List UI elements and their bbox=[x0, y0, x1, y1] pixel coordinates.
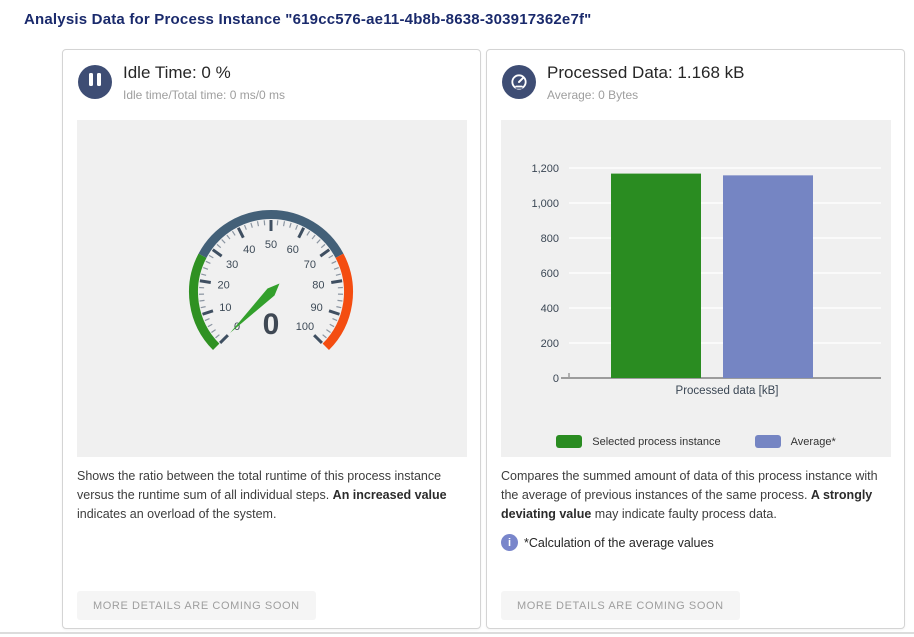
idle-gauge-chart: 01020304050607080901000 bbox=[77, 120, 467, 457]
legend-label: Selected process instance bbox=[592, 435, 721, 448]
svg-text:600: 600 bbox=[541, 268, 559, 280]
idle-card-subtitle: Idle time/Total time: 0 ms/0 ms bbox=[123, 88, 286, 102]
svg-text:Processed data [kB]: Processed data [kB] bbox=[676, 385, 779, 397]
legend-swatch bbox=[556, 435, 583, 448]
svg-text:30: 30 bbox=[226, 259, 238, 271]
legend-label: Average* bbox=[790, 435, 836, 448]
speedometer-icon bbox=[502, 65, 536, 99]
svg-text:800: 800 bbox=[541, 233, 559, 245]
more-details-button[interactable]: MORE DETAILS ARE COMING SOON bbox=[501, 591, 740, 620]
svg-text:90: 90 bbox=[311, 302, 323, 314]
processed-desc-emphasis: A strongly deviating value bbox=[501, 488, 873, 521]
pause-icon bbox=[78, 65, 112, 99]
svg-text:100: 100 bbox=[296, 321, 314, 333]
svg-text:60: 60 bbox=[287, 244, 299, 256]
svg-text:1,000: 1,000 bbox=[531, 198, 559, 210]
svg-text:40: 40 bbox=[243, 244, 255, 256]
processed-bar-chart: 0 200 400 600 800 1,000 1,200 Processed data [k… bbox=[501, 120, 891, 457]
svg-text:70: 70 bbox=[304, 259, 316, 271]
legend-item[interactable]: Selected process instance bbox=[556, 435, 721, 448]
bottom-divider bbox=[0, 632, 914, 634]
bar-chart-legend: Selected process instance Average* bbox=[501, 435, 891, 448]
svg-text:50: 50 bbox=[265, 239, 277, 251]
processed-data-card: Processed Data: 1.168 kB Average: 0 Byte… bbox=[486, 49, 905, 629]
processed-card-subtitle: Average: 0 Bytes bbox=[547, 88, 639, 102]
legend-item[interactable]: Average* bbox=[754, 435, 836, 448]
average-calculation-link[interactable]: i *Calculation of the average values bbox=[501, 534, 714, 551]
legend-swatch bbox=[754, 435, 781, 448]
idle-card-description: Shows the ratio between the total runtim… bbox=[77, 469, 447, 521]
idle-desc-emphasis: An increased value bbox=[332, 488, 447, 502]
idle-card-title: Idle Time: 0 % bbox=[123, 63, 231, 82]
info-icon: i bbox=[501, 534, 518, 551]
svg-text:80: 80 bbox=[312, 279, 324, 291]
svg-text:1,200: 1,200 bbox=[531, 163, 559, 175]
svg-text:0: 0 bbox=[553, 373, 559, 385]
more-details-button[interactable]: MORE DETAILS ARE COMING SOON bbox=[77, 591, 316, 620]
processed-card-title: Processed Data: 1.168 kB bbox=[547, 63, 745, 82]
idle-time-card: Idle Time: 0 % Idle time/Total time: 0 m… bbox=[62, 49, 481, 629]
svg-text:200: 200 bbox=[541, 338, 559, 350]
page-title: Analysis Data for Process Instance "619c… bbox=[24, 11, 592, 28]
svg-text:10: 10 bbox=[219, 302, 231, 314]
average-calculation-label: *Calculation of the average values bbox=[524, 535, 714, 550]
svg-text:0: 0 bbox=[263, 308, 280, 341]
svg-text:400: 400 bbox=[541, 303, 559, 315]
svg-text:20: 20 bbox=[217, 279, 229, 291]
processed-card-description: Compares the summed amount of data of th… bbox=[501, 469, 878, 521]
